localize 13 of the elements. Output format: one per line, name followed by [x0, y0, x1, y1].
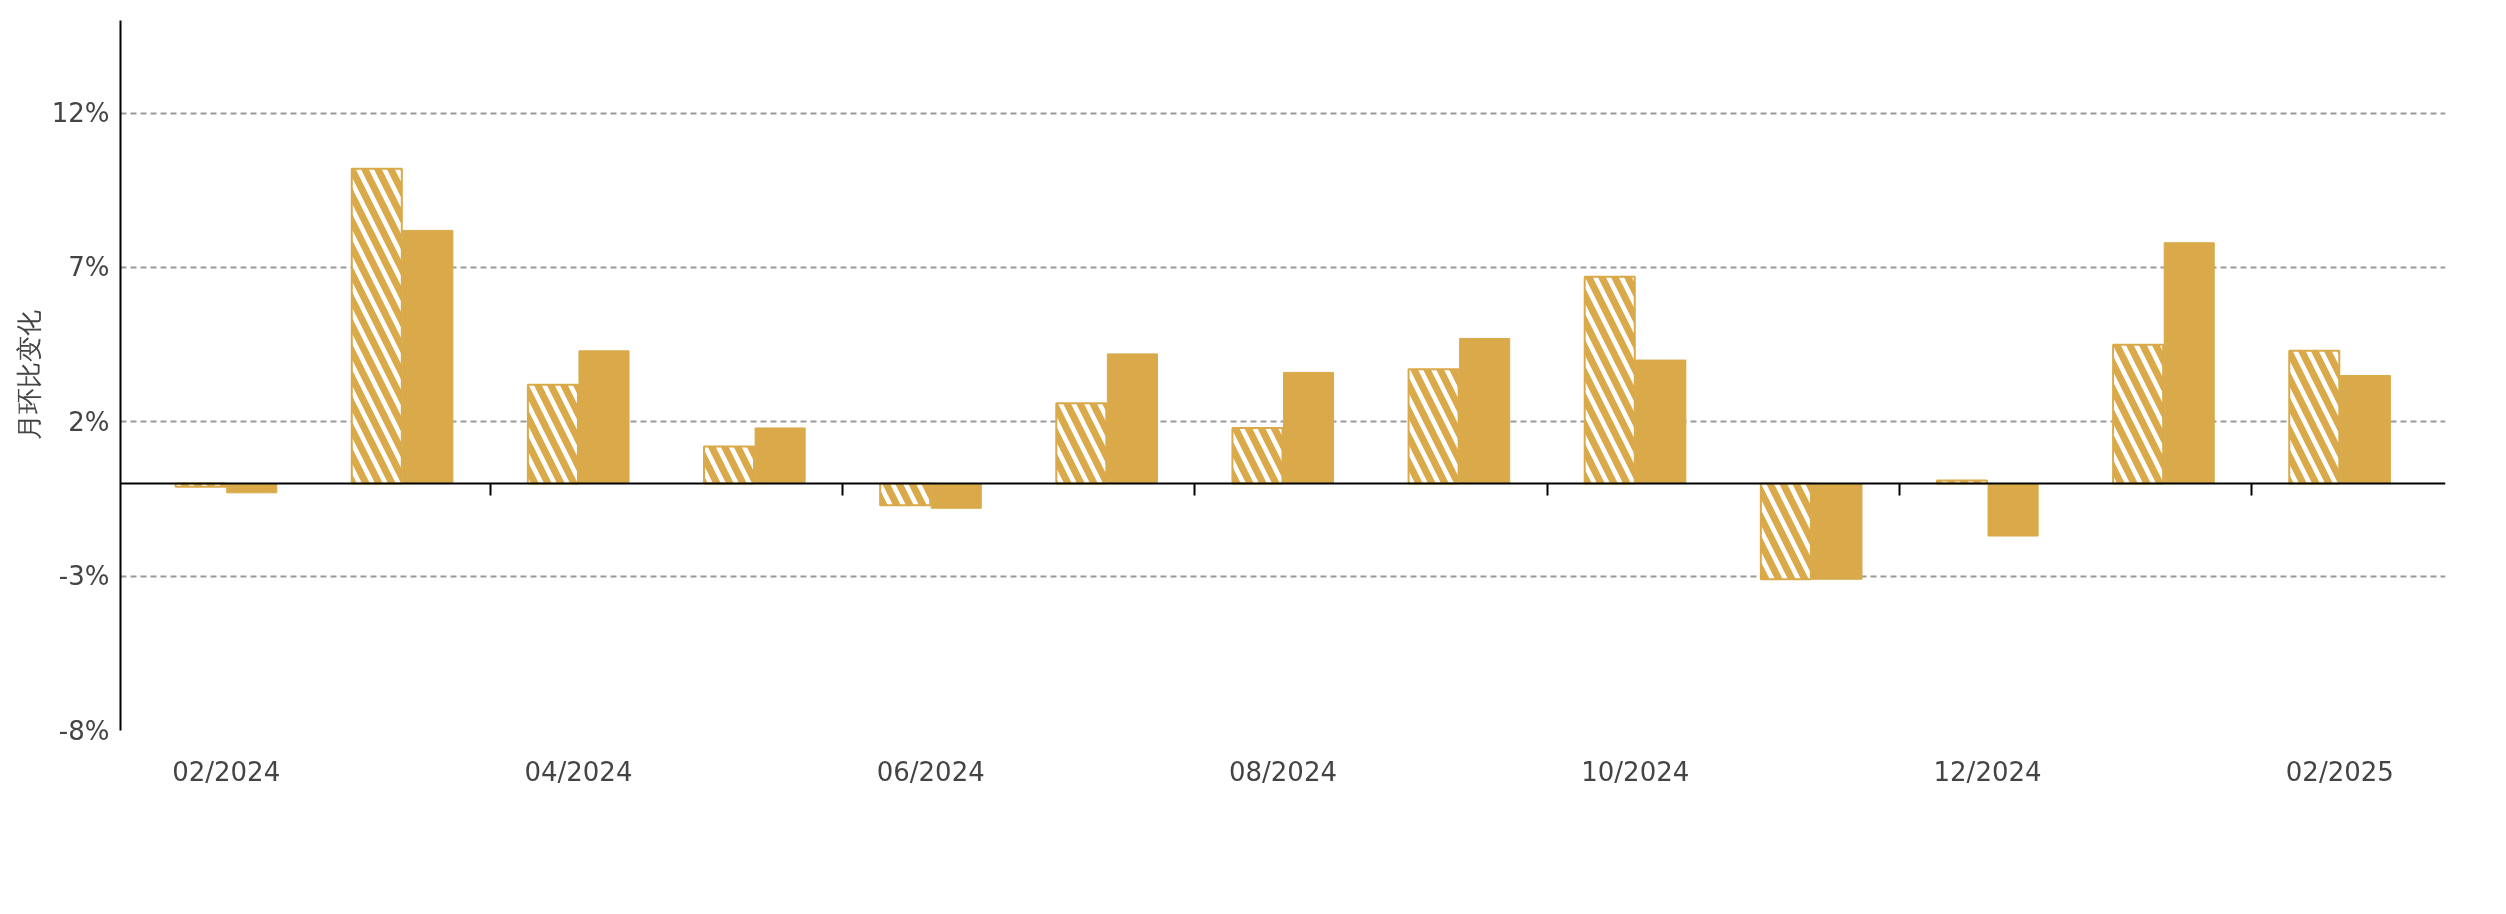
y-axis-title: 月环比变化 — [13, 310, 44, 441]
y-tick-label: 2% — [68, 406, 110, 437]
x-tick-label: 02/2025 — [2285, 756, 2394, 787]
x-tick-label: 02/2024 — [172, 756, 281, 787]
x-tick-label: 10/2024 — [1581, 756, 1690, 787]
x-tick-label: 08/2024 — [1228, 756, 1338, 787]
x-tick-label: 12/2024 — [1933, 756, 2042, 787]
x-tick-label: 06/2024 — [876, 756, 985, 787]
y-tick-label: 12% — [51, 98, 110, 129]
x-tick-label: 04/2024 — [524, 756, 633, 787]
y-tick-label: -3% — [58, 561, 110, 592]
y-tick-label: -8% — [58, 715, 110, 746]
y-tick-label: 7% — [68, 252, 110, 283]
